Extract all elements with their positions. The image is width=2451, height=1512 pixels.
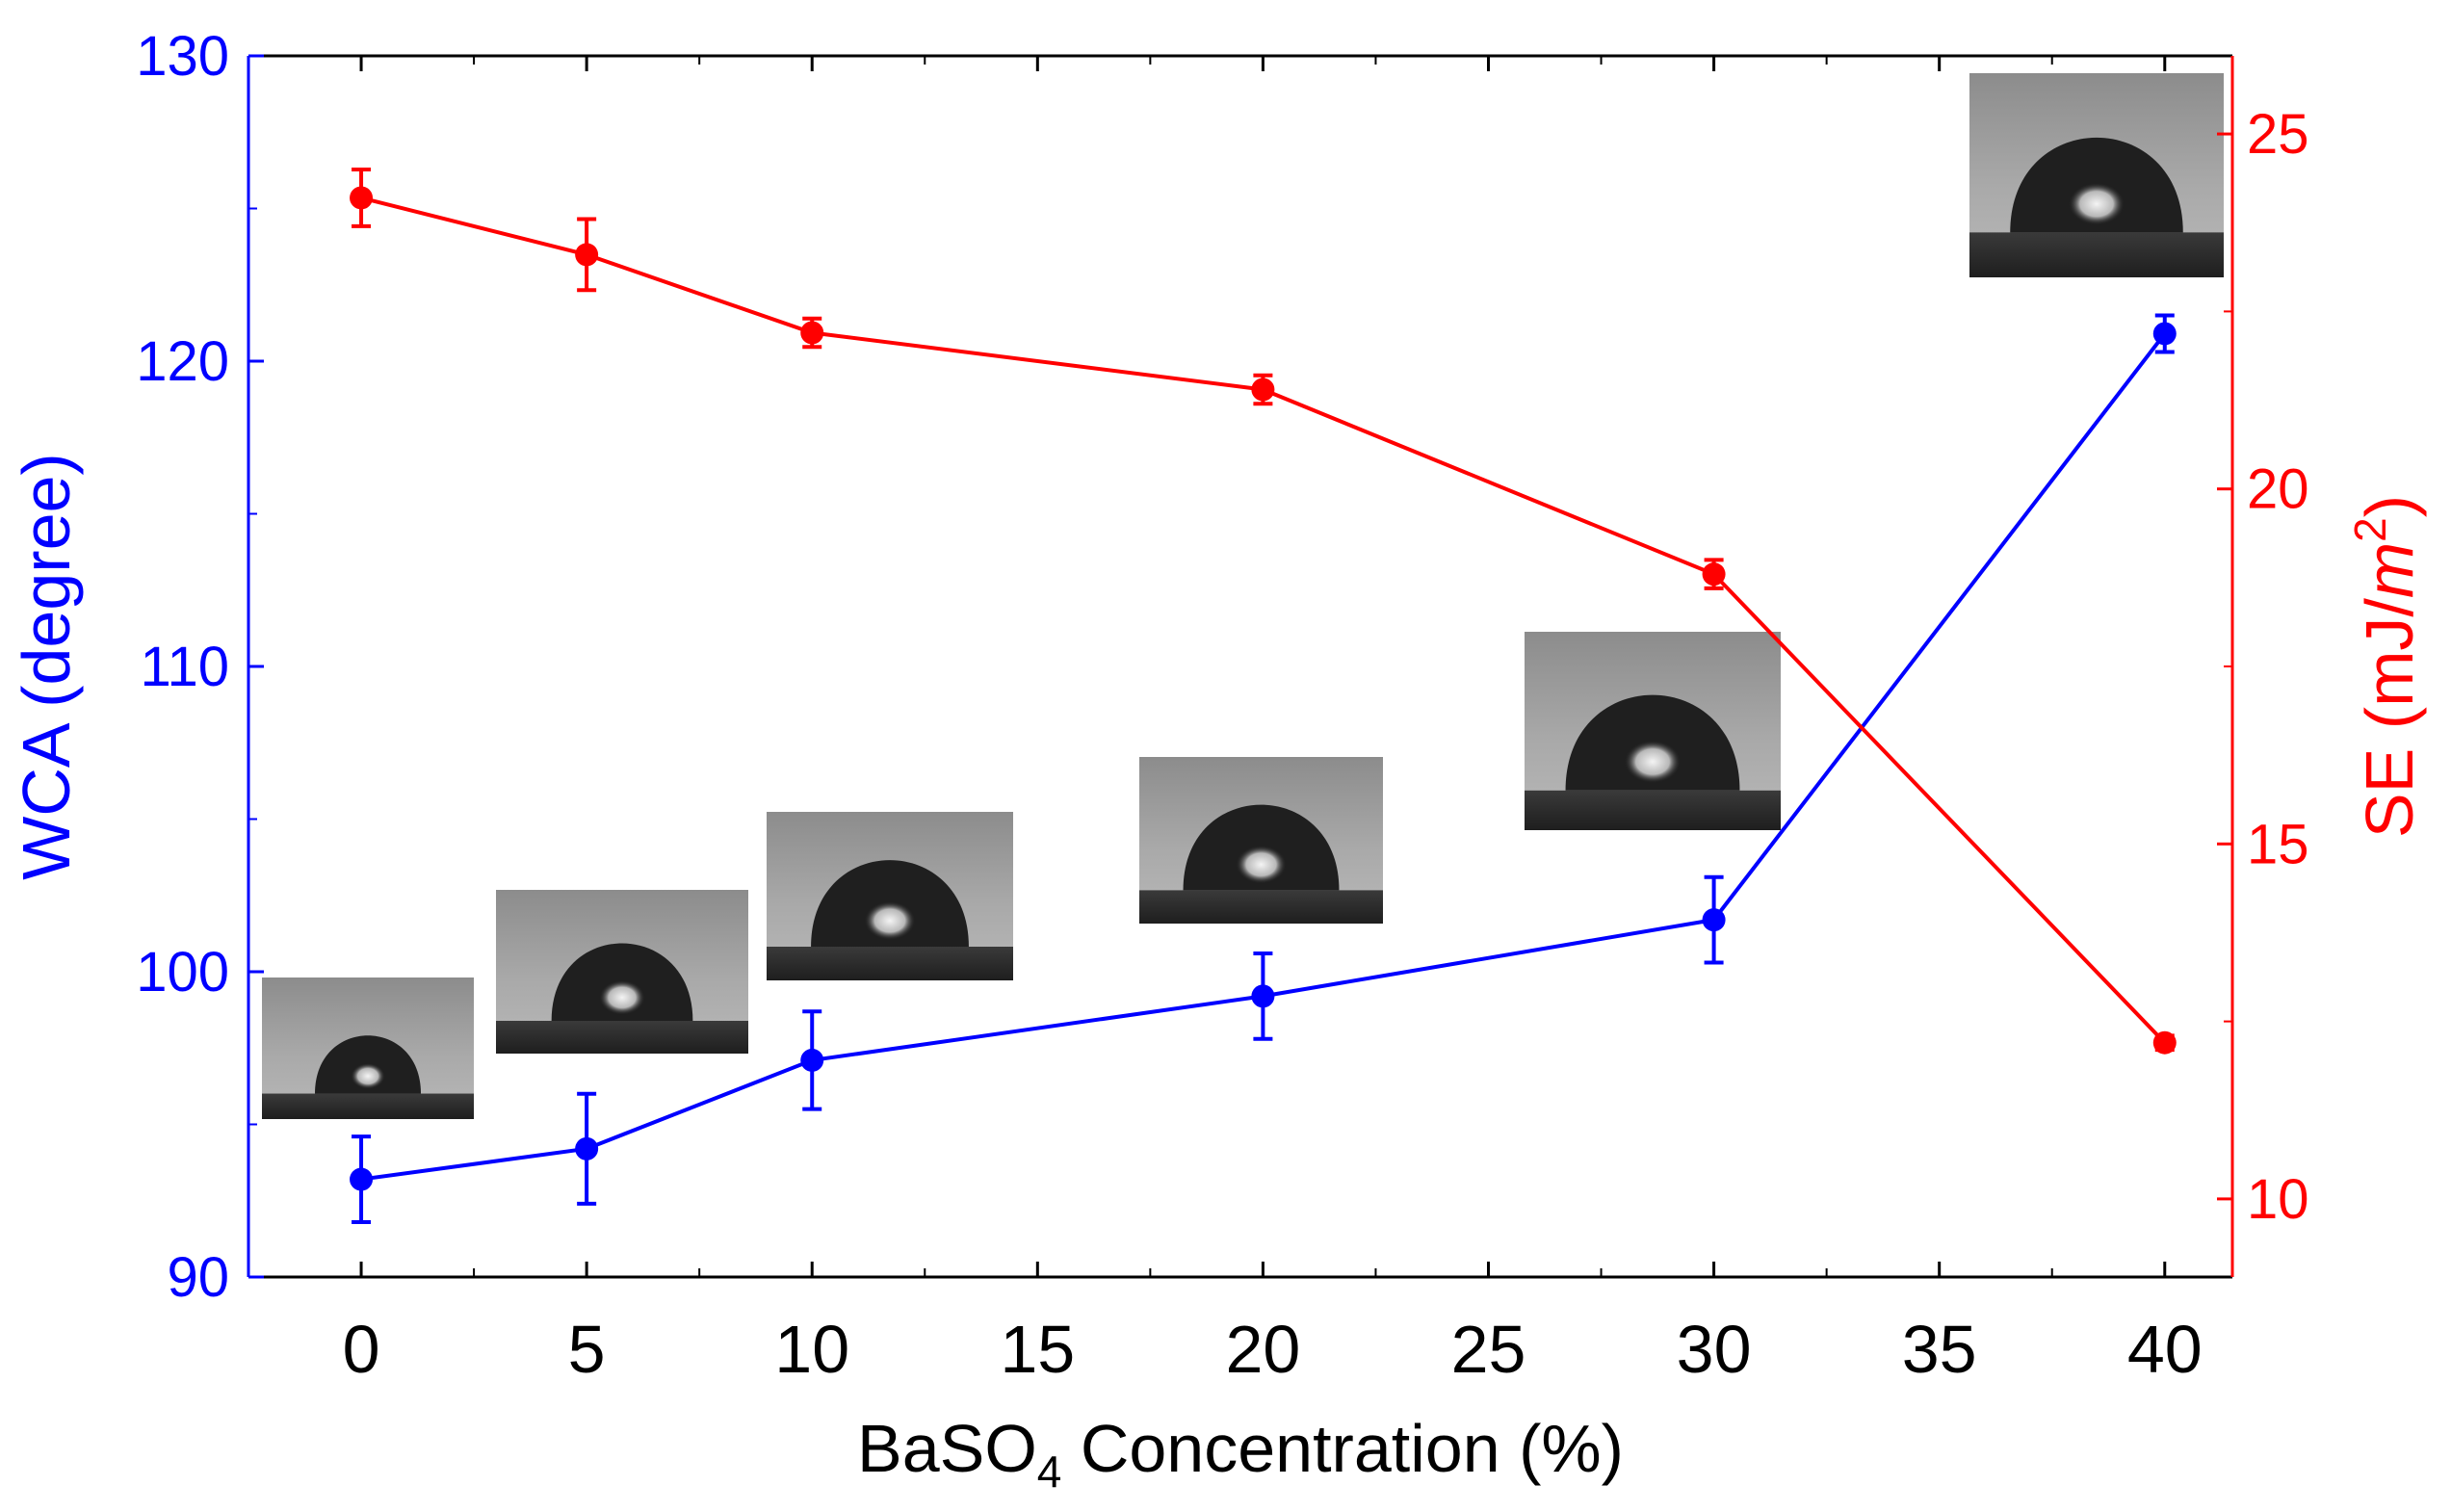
right-y-tick-label: 25 xyxy=(2247,103,2309,166)
data-point-wca xyxy=(2152,322,2177,346)
series-line-se xyxy=(360,196,2167,1045)
x-tick-label: 35 xyxy=(1902,1312,1977,1387)
axis-ticks: 0 5 10 15 20 25 30 35 40 90 100 110 120 130 10 15 20 25 xyxy=(136,25,2308,1387)
droplet-30pct xyxy=(1525,632,1781,830)
data-point-wca xyxy=(350,1167,374,1191)
droplet-40pct xyxy=(1969,73,2224,277)
x-tick-label: 25 xyxy=(1451,1312,1526,1387)
data-point-se xyxy=(1251,378,1275,402)
x-tick-label: 20 xyxy=(1225,1312,1300,1387)
droplet-20pct xyxy=(1139,757,1383,924)
plot-frame xyxy=(247,54,2234,1279)
droplet-substrate xyxy=(767,947,1013,980)
right-y-tick-label: 10 xyxy=(2247,1168,2309,1231)
x-tick-label: 10 xyxy=(774,1312,849,1387)
data-point-se xyxy=(800,321,824,345)
droplet-highlight xyxy=(1236,846,1287,884)
droplet-substrate xyxy=(1139,890,1383,924)
data-point-wca xyxy=(1251,984,1275,1008)
data-point-wca xyxy=(800,1048,824,1072)
left-y-tick-label: 100 xyxy=(136,941,229,1004)
droplet-5pct xyxy=(496,890,748,1054)
right-y-axis-title-superscript: 2 xyxy=(2345,517,2395,542)
data-point-se xyxy=(2152,1030,2177,1055)
left-y-tick-label: 90 xyxy=(167,1246,229,1309)
x-tick-label: 30 xyxy=(1677,1312,1752,1387)
series-se xyxy=(350,167,2177,1055)
droplet-substrate xyxy=(1969,232,2224,277)
droplet-highlight xyxy=(2069,183,2125,225)
droplet-highlight xyxy=(1625,741,1681,783)
right-y-axis-title: SE (mJ/m2) xyxy=(2345,495,2427,838)
right-y-axis-title-prefix: SE (mJ/ xyxy=(2352,598,2427,838)
x-tick-label: 0 xyxy=(343,1312,380,1387)
x-axis-title: BaSO4 Concentration (%) xyxy=(857,1411,1624,1497)
droplet-highlight xyxy=(599,980,645,1015)
droplet-images xyxy=(262,73,2224,1119)
droplet-highlight xyxy=(864,901,916,940)
left-y-tick-label: 120 xyxy=(136,330,229,393)
right-y-axis-title-italic: m xyxy=(2352,542,2427,598)
right-y-tick-label: 20 xyxy=(2247,458,2309,521)
data-point-wca xyxy=(575,1136,599,1160)
data-point-se xyxy=(1702,562,1726,587)
x-tick-label: 5 xyxy=(568,1312,606,1387)
right-y-axis-title-suffix: ) xyxy=(2352,495,2427,517)
x-axis-title-prefix: BaSO xyxy=(857,1411,1037,1486)
droplet-substrate xyxy=(262,1093,474,1119)
series-wca xyxy=(350,313,2177,1224)
droplet-10pct xyxy=(767,812,1013,980)
droplet-0pct xyxy=(262,978,474,1119)
right-y-tick-label: 15 xyxy=(2247,813,2309,875)
series-line-wca xyxy=(360,332,2167,1182)
x-tick-label: 40 xyxy=(2127,1312,2203,1387)
left-y-axis-title: WCA (degree) xyxy=(9,453,84,879)
left-y-tick-label: 110 xyxy=(141,636,229,698)
data-point-se xyxy=(350,186,374,210)
droplet-highlight xyxy=(351,1063,385,1089)
x-tick-label: 15 xyxy=(1000,1312,1075,1387)
droplet-substrate xyxy=(1525,790,1781,830)
droplet-substrate xyxy=(496,1021,748,1054)
x-axis-title-subscript: 4 xyxy=(1037,1447,1062,1497)
left-y-tick-label: 130 xyxy=(136,25,229,88)
data-point-se xyxy=(575,243,599,267)
x-axis-title-suffix: Concentration (%) xyxy=(1061,1411,1624,1486)
data-series xyxy=(350,167,2177,1224)
data-point-wca xyxy=(1702,908,1726,932)
